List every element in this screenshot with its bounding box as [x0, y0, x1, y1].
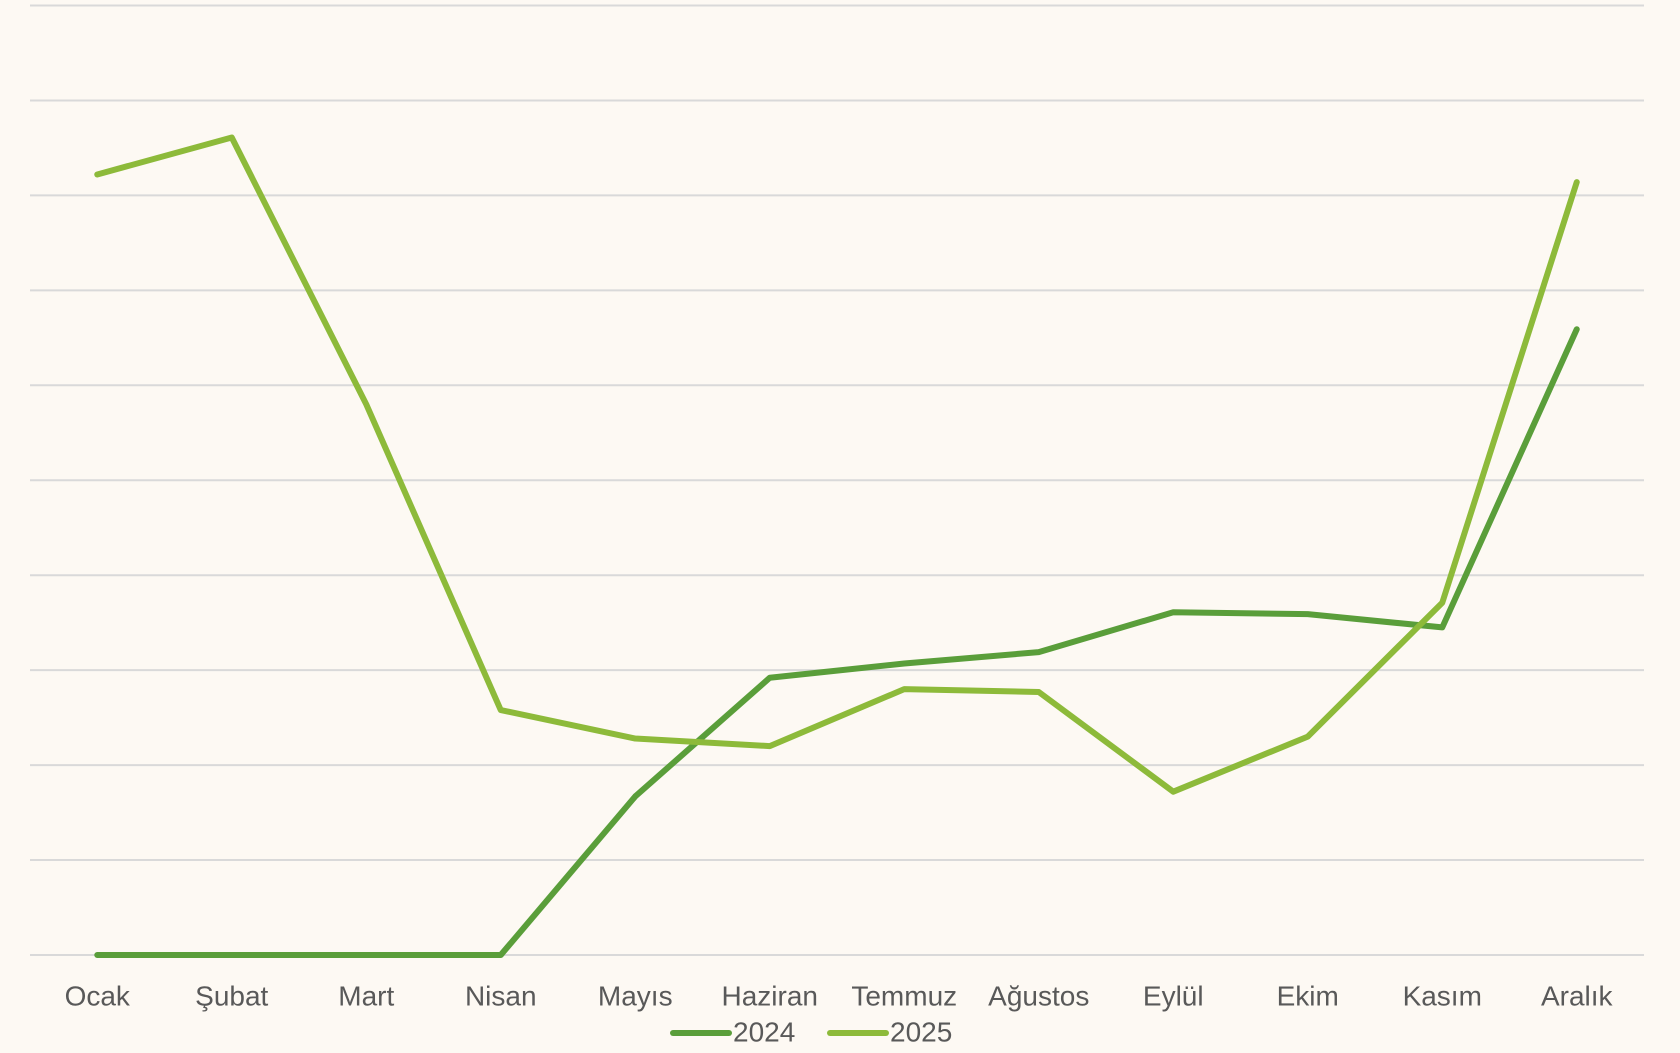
x-tick-label: Mart — [338, 980, 394, 1011]
legend-label: 2024 — [733, 1016, 795, 1047]
x-tick-label: Temmuz — [851, 980, 957, 1011]
x-tick-label: Ocak — [65, 980, 131, 1011]
x-tick-label: Mayıs — [598, 980, 673, 1011]
x-tick-label: Nisan — [465, 980, 537, 1011]
x-tick-label: Kasım — [1403, 980, 1482, 1011]
x-tick-label: Aralık — [1541, 980, 1614, 1011]
x-tick-label: Ağustos — [988, 980, 1089, 1011]
series-line — [94, 134, 1580, 795]
x-tick-label: Ekim — [1277, 980, 1339, 1011]
legend-label: 2025 — [890, 1016, 952, 1047]
series-line — [94, 326, 1580, 958]
x-tick-label: Şubat — [195, 980, 268, 1011]
x-tick-label: Eylül — [1143, 980, 1204, 1011]
x-tick-label: Haziran — [722, 980, 818, 1011]
